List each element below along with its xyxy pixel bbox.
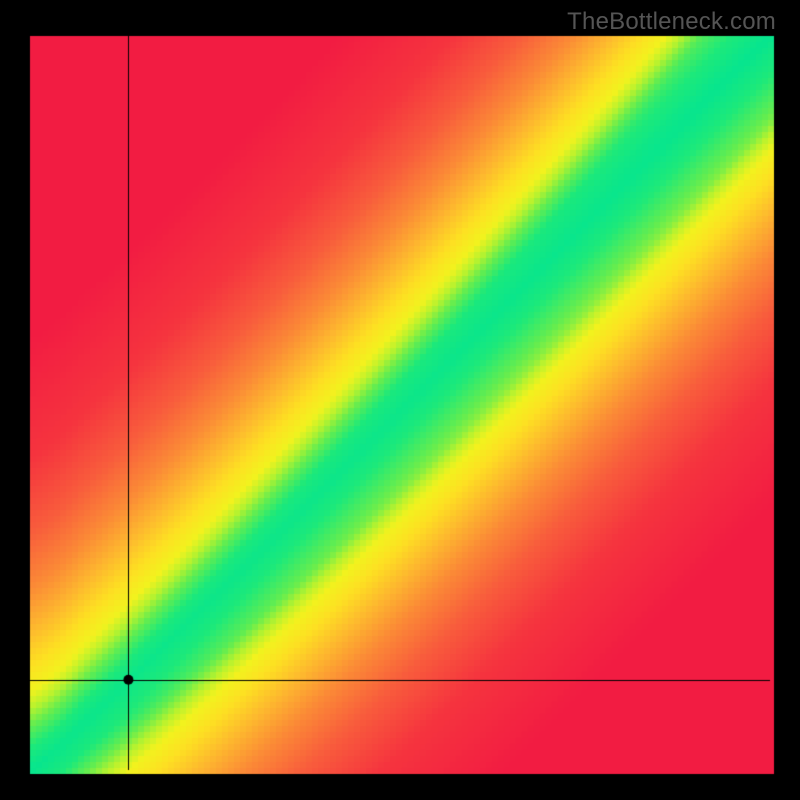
heatmap-canvas — [0, 0, 800, 800]
chart-container: TheBottleneck.com — [0, 0, 800, 800]
watermark: TheBottleneck.com — [567, 8, 776, 36]
